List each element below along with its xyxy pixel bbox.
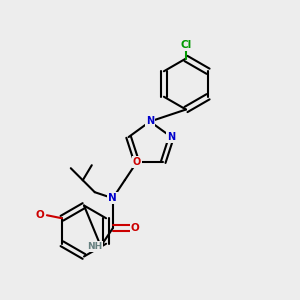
Text: Cl: Cl — [180, 40, 192, 50]
Text: N: N — [167, 132, 175, 142]
Text: N: N — [108, 193, 117, 203]
Text: O: O — [131, 223, 140, 233]
Text: O: O — [133, 157, 141, 167]
Text: N: N — [146, 116, 154, 127]
Text: NH: NH — [87, 242, 102, 251]
Text: O: O — [35, 210, 44, 220]
